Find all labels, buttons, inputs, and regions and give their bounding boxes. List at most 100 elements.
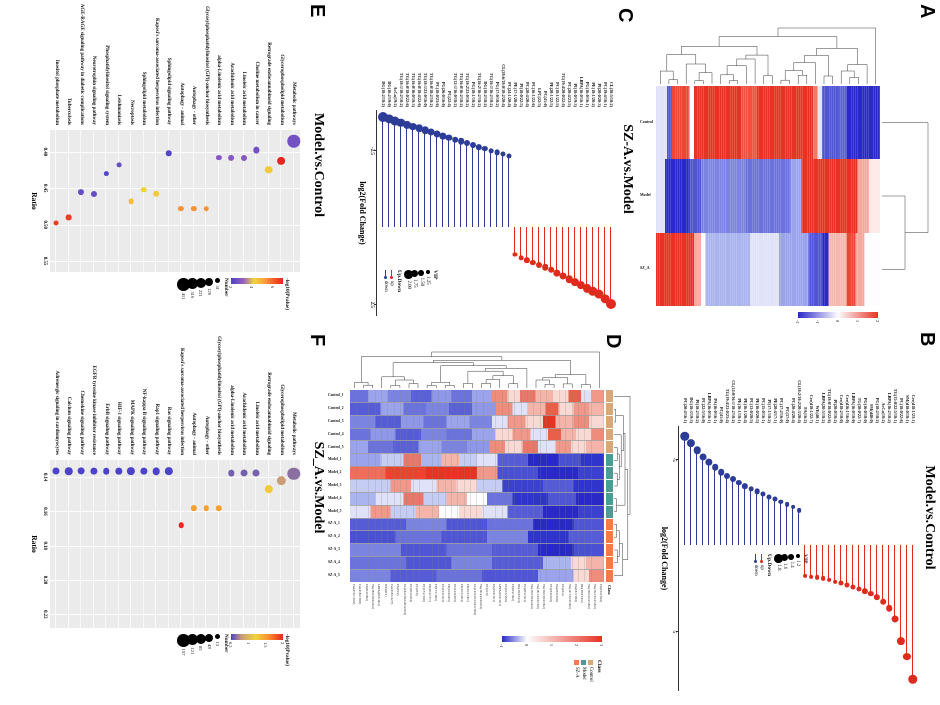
lipid-label: TG(16:2/16:2/18:2) [477,72,483,107]
lollipop-stem [726,475,727,545]
heatmap-d-colorbar-tick: -1 [499,644,504,648]
heatmap-d-column-SZ-A_3 [350,543,604,557]
vip-legend-value: 1.75 [412,279,418,288]
lollipop-dot [820,576,826,581]
lipid-label: PG(18:1/18:2) [471,81,477,107]
lollipop-stem [388,119,389,227]
lipid-label: PC(41:0) [543,90,549,107]
lollipop-row: TG(19:4/20:0/22:4) [559,12,567,316]
pathway-label: AGE-RAGE signaling pathway in diabetic c… [78,3,84,125]
lollipop-dot [814,575,820,580]
lollipop-row: PI(17:1/18:2) [766,338,772,691]
lipid-label: TG(16:1/16:2/18:2) [489,72,495,107]
lipid-label: DG(18:2/18:2) [381,81,387,107]
pathway-dot [90,191,97,198]
heatmap-d-row-label: PC(17:2/16:0) [421,584,426,602]
heatmap-d-row-label: PG(26:0/16:0) [555,584,559,603]
lollipop-row: Cer(d18:2/18:0) [838,338,844,691]
lollipop-dot [850,584,856,590]
lollipop-stem [532,226,533,263]
class-annotation-label: Class [607,585,612,595]
updown-legend-item: down [382,270,389,292]
pathway-label: Arachidonic acid metabolism [241,392,247,456]
lollipop-stem [762,493,763,545]
heatmap-d-column-label: Control_3 [328,419,344,423]
axis-tick-label: 0.14 [42,472,47,482]
heatmap-a-grid [656,86,880,306]
pathway-label: Glycerophospholipid metabolism [278,384,284,455]
vip-legend-item: 1.25 [425,270,432,292]
lipid-label: SM(d40:0) [869,403,875,423]
lipid-label: PG(26:0/16:0) [441,81,447,107]
lollipop-dot [790,504,796,509]
pathway-dot [128,198,134,205]
lollipop-row: LBPA(20:5/18:2) [820,338,826,691]
lipid-label: PI(17:1/18:2) [767,399,773,424]
pathway-label: Glycosylphosphatidylinositol (GPI)-ancho… [203,6,209,125]
lollipop-dot [729,476,737,483]
pathway-label: alpha-Linolenic acid metabolism [216,55,222,125]
lollipop-dot [826,577,832,583]
lipid-label: PC(41:0) [719,406,725,423]
lollipop-stem [792,506,793,545]
x-axis-b: -5 5 [671,426,679,691]
lollipop-stem [780,501,781,545]
pathway-dot [153,190,160,198]
pvalue-colorbar: 2 1.5 1 0.5 [229,634,286,648]
lipid-label: WE(40:1) [815,405,821,423]
lipid-label: PE(16:0/20:5) [755,398,761,423]
pathway-dot [215,154,222,161]
heatmap-d-column-Control_2 [350,401,604,415]
lollipop-stem [598,226,599,295]
lipid-label: Cer(d18:2/18:0) [839,394,845,423]
lollipop-row: Cer(d18:1/22:7) [808,338,814,691]
lollipop-row: PC(18:0/22:6) [897,338,905,691]
lollipop-stem [520,226,521,258]
lollipop-stem [846,544,847,586]
lipid-label: PE(16:1/18:1) [737,398,743,423]
lollipop-dot [778,499,784,504]
panel-title-b: Model.vs.Control [922,465,937,570]
lollipop-row: AcCa(18:2) [879,338,887,691]
lipid-label: PE(20:4/17:1) [773,398,779,423]
heatmap-d-column-label: SZ-A_5 [328,572,340,577]
dendrogram [660,27,876,84]
heatmap-d-row-label: TG(19:4/23:0/23:4) [478,584,483,609]
axis-tick-label: 0.16 [42,507,47,516]
pathway-label: Autophagy - animal [178,82,184,125]
lipid-label: PC(16:1/22:6) [531,82,537,107]
heatmap-d-grid [350,390,604,582]
heatmap-a-column-Control [656,86,880,160]
heatmap-d-row-label: Cer(d16:1/16:0) [352,584,356,605]
gridline [50,224,300,226]
vip-legend-value: 1.6 [782,563,788,570]
updown-icon [389,270,394,279]
lollipop-row: PC(20:4/23:5) [565,12,573,316]
class-legend-value: Model [581,667,587,680]
vip-legend-value: 1.4 [788,561,794,568]
heatmap-d-column-SZ-A_4 [350,556,604,570]
heatmap-d-column-Model_4 [350,491,604,505]
heatmap-d-row-label: PE(16:1/18:1) [466,584,471,602]
lollipop-row: PE(17:1/20:4) [512,12,518,316]
heatmap-d-colorbar-tick: 3 [599,644,604,647]
panel-title-e: Model.vs.Control [311,113,326,217]
lollipop-stem [400,122,401,227]
number-legend-value: 221 [198,289,204,297]
lollipop-stem [538,226,539,265]
pathway-label: Linoleic acid metabolism [241,71,247,125]
heatmap-d-colorbar-tick: 0 [524,644,529,647]
pathway-label: MAPK signaling pathway [128,399,134,455]
heatmap-d-colorbar [502,636,602,642]
lollipop-dot [693,446,701,454]
number-legend-value: 411 [181,292,187,300]
lollipop-dot [808,574,814,579]
lipid-label: PC(17:2/16:0) [779,398,785,423]
axis-tick-label: 0.20 [42,575,47,585]
lollipop-stem [882,544,883,602]
lollipop-stem [822,544,823,579]
heatmap-d-column-Model_1 [350,453,604,467]
lollipop-dot [760,491,766,497]
pathway-label: Phosphatidylinositol signaling system [103,45,109,125]
lollipop-stem [484,148,485,227]
